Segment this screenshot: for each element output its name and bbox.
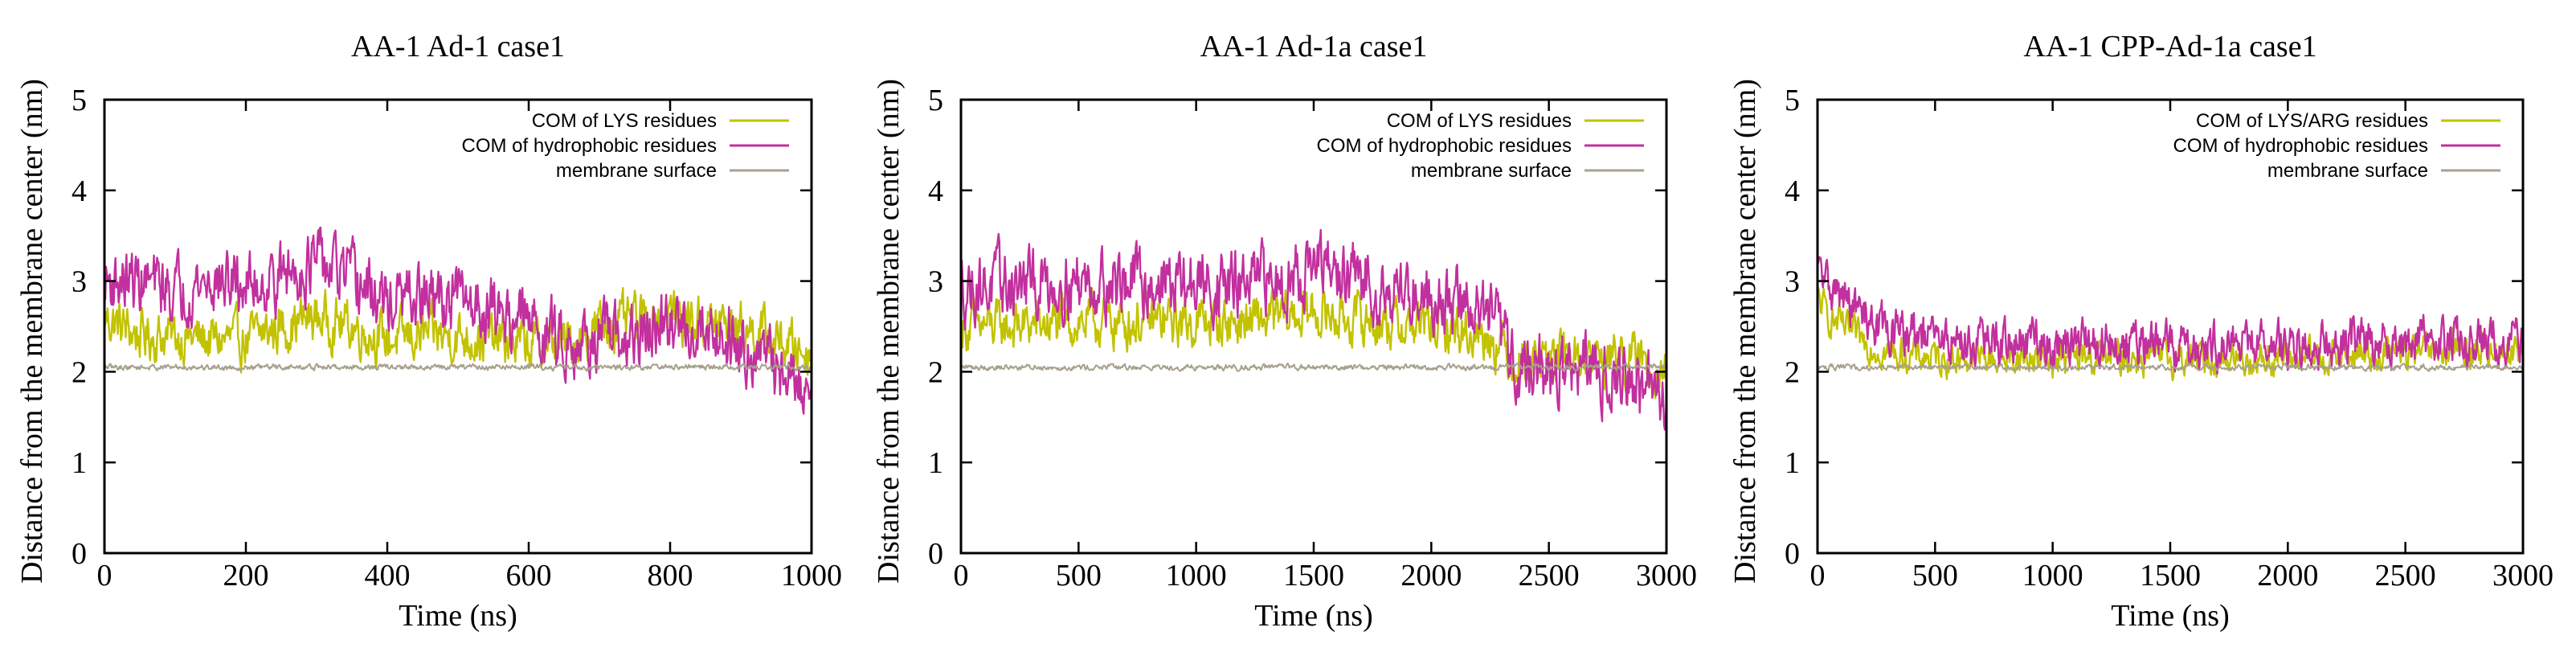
series-line-membrane [1818,363,2523,372]
legend-label: COM of LYS/ARG residues [2196,110,2428,132]
x-tick-label: 0 [954,559,969,593]
y-tick-label: 2 [72,355,87,389]
y-axis-label: Distance from the membrane center (nm) [872,79,906,584]
y-tick-label: 3 [72,265,87,299]
y-tick-label: 2 [928,355,943,389]
y-axis-label: Distance from the membrane center (nm) [15,79,49,584]
legend-label: membrane surface [1411,160,1572,182]
chart-title: AA-1 Ad-1a case1 [1200,30,1428,64]
series-group [961,228,1666,431]
chart-title: AA-1 CPP-Ad-1a case1 [2023,30,2316,64]
x-tick-label: 1500 [2140,559,2201,593]
y-tick-label: 2 [1785,355,1800,389]
series-line-lys [961,285,1666,400]
legend: COM of LYS/ARG residues COM of hydrophobi… [2173,110,2500,182]
y-tick-label: 4 [1785,174,1800,208]
x-tick-label: 1000 [781,559,842,593]
y-tick-label: 1 [928,446,943,480]
x-tick-label: 500 [1056,559,1102,593]
chart-panel-3: 0 500 1000 1500 2000 2500 3000 0 1 2 3 4 5 AA-1 CPP-A… [1728,30,2554,633]
plot-frame [103,98,813,555]
x-tick-label: 600 [506,559,552,593]
chart-panel-2: 0 500 1000 1500 2000 2500 3000 0 1 2 3 4 5 AA-1 Ad-1a… [872,30,1697,633]
legend-label: COM of LYS residues [1387,110,1572,132]
x-tick-label: 2500 [1519,559,1580,593]
y-tick-label: 1 [1785,446,1800,480]
series-group [104,226,812,415]
x-tick-label: 0 [1810,559,1826,593]
x-tick-label: 1000 [1166,559,1227,593]
x-tick-label: 400 [365,559,411,593]
x-tick-label: 1500 [1283,559,1344,593]
series-line-hydrophobic [1818,256,2523,375]
y-tick-label: 0 [928,537,943,571]
legend-label: COM of hydrophobic residues [1317,135,1572,157]
y-axis-label: Distance from the membrane center (nm) [1728,79,1762,584]
x-axis-label: Time (ns) [2111,599,2229,633]
legend-label: COM of hydrophobic residues [2173,135,2428,157]
x-tick-label: 3000 [1636,559,1697,593]
x-tick-label: 1000 [2022,559,2083,593]
y-tick-label: 3 [1785,265,1800,299]
legend: COM of LYS residues COM of hydrophobic re… [462,110,789,182]
x-axis-label: Time (ns) [1254,599,1372,633]
series-line-lys [104,287,812,376]
x-tick-label: 2500 [2375,559,2436,593]
chart-title: AA-1 Ad-1 case1 [351,30,565,64]
x-tick-label: 200 [223,559,269,593]
x-tick-label: 2000 [2257,559,2318,593]
series-line-hydrophobic [104,226,812,415]
series-group [1818,256,2523,382]
series-line-membrane [104,363,812,372]
x-tick-label: 3000 [2492,559,2554,593]
y-tick-label: 5 [1785,84,1800,117]
y-tick-label: 5 [928,84,943,117]
x-axis-label: Time (ns) [399,599,517,633]
y-tick-label: 1 [72,446,87,480]
y-tick-label: 0 [72,537,87,571]
x-tick-label: 500 [1912,559,1958,593]
legend-label: COM of hydrophobic residues [462,135,717,157]
series-line-membrane [961,362,1666,372]
x-tick-label: 2000 [1400,559,1462,593]
chart-panel-1: 0 200 400 600 800 1000 0 1 2 3 4 5 AA-1 Ad-1 case1 Ti… [15,30,842,633]
y-tick-label: 4 [72,174,87,208]
legend-label: membrane surface [2267,160,2428,182]
y-tick-label: 3 [928,265,943,299]
legend-label: membrane surface [556,160,717,182]
legend: COM of LYS residues COM of hydrophobic re… [1317,110,1644,182]
legend-label: COM of LYS residues [532,110,717,132]
y-tick-label: 4 [928,174,943,208]
y-tick-label: 0 [1785,537,1800,571]
x-tick-label: 0 [97,559,112,593]
x-tick-label: 800 [648,559,693,593]
y-tick-label: 5 [72,84,87,117]
